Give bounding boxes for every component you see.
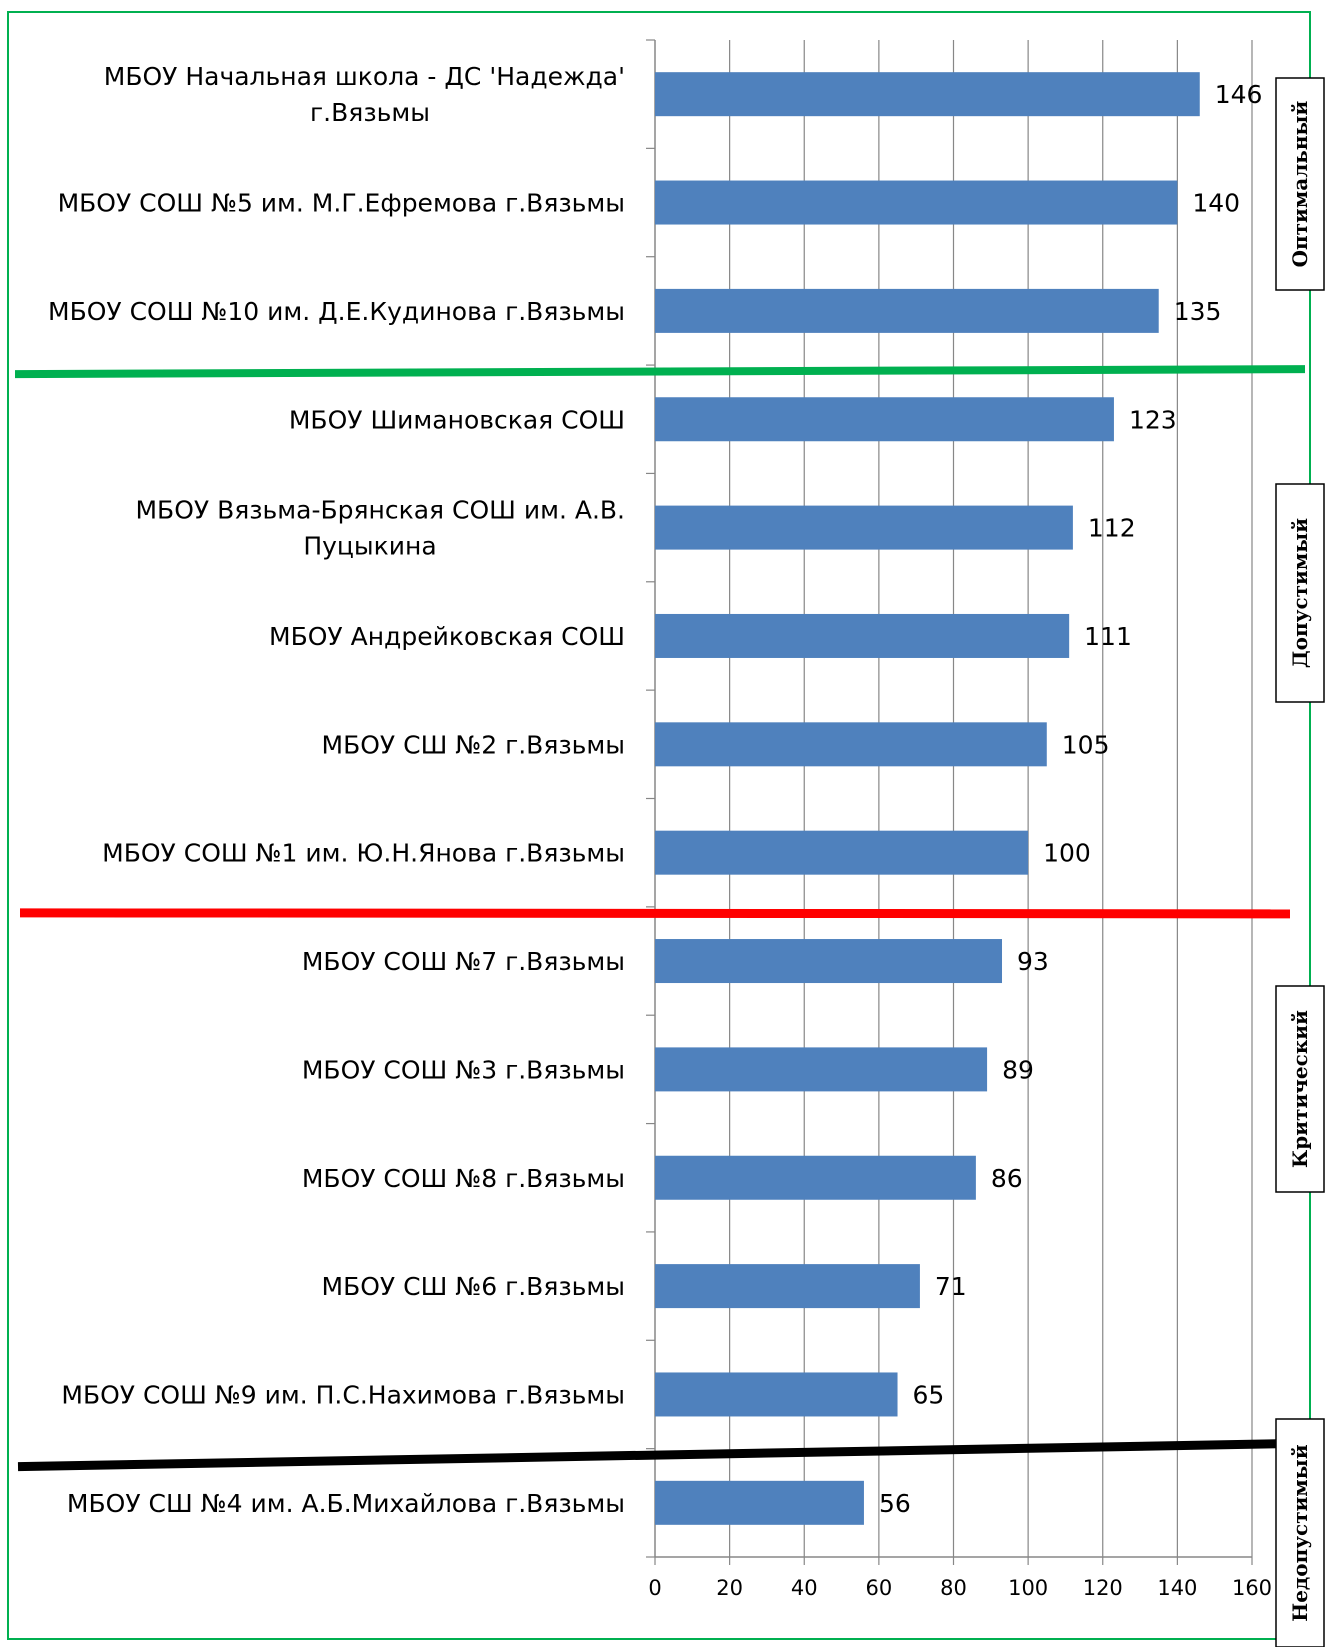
bar xyxy=(655,613,1070,658)
x-tick-label: 0 xyxy=(648,1576,661,1600)
x-tick-label: 40 xyxy=(791,1576,818,1600)
zone-label-box xyxy=(1275,483,1325,703)
data-label: 105 xyxy=(1062,730,1110,759)
bar xyxy=(655,939,1003,984)
category-label: МБОУ СОШ №1 им. Ю.Н.Янова г.Вязьмы xyxy=(102,839,625,868)
data-label: 65 xyxy=(913,1380,945,1409)
bar xyxy=(655,397,1114,442)
zone-label-box xyxy=(1275,985,1325,1193)
x-tick-label: 80 xyxy=(940,1576,967,1600)
data-label: 71 xyxy=(935,1272,967,1301)
category-label-line2: г.Вязьмы xyxy=(310,98,430,127)
data-label: 100 xyxy=(1043,839,1091,868)
zone-separator xyxy=(17,1439,1286,1472)
x-tick-label: 140 xyxy=(1157,1576,1197,1600)
category-label: МБОУ СОШ №8 г.Вязьмы xyxy=(302,1164,625,1193)
zone-separator xyxy=(19,908,1291,919)
category-label: МБОУ Андрейковская СОШ xyxy=(269,622,625,651)
category-label: МБОУ Начальная школа - ДС 'Надежда' xyxy=(104,62,625,91)
data-label: 86 xyxy=(991,1164,1023,1193)
data-label: 56 xyxy=(879,1489,911,1518)
category-label-line2: Пуцыкина xyxy=(303,532,436,561)
bar xyxy=(655,1047,988,1092)
zone-label-box xyxy=(1275,77,1325,291)
category-label: МБОУ СОШ №5 им. М.Г.Ефремова г.Вязьмы xyxy=(58,189,625,218)
zone-label: Оптимальный xyxy=(1288,100,1312,267)
category-label: МБОУ СОШ №9 им. П.С.Нахимова г.Вязьмы xyxy=(61,1380,625,1409)
zone-separator xyxy=(14,365,1306,379)
category-label: МБОУ СШ №4 им. А.Б.Михайлова г.Вязьмы xyxy=(67,1489,625,1518)
bar xyxy=(655,288,1159,333)
data-label: 93 xyxy=(1017,947,1049,976)
data-label: 140 xyxy=(1192,189,1240,218)
data-label: 123 xyxy=(1129,405,1177,434)
data-label: 111 xyxy=(1084,622,1132,651)
zone-label-box xyxy=(1275,1418,1325,1648)
bar xyxy=(655,722,1047,767)
bar xyxy=(655,830,1029,875)
category-label: МБОУ СШ №6 г.Вязьмы xyxy=(322,1272,625,1301)
bar xyxy=(655,180,1178,225)
zone-label: Недопустимый xyxy=(1288,1444,1312,1622)
bar xyxy=(655,1155,976,1200)
x-tick-label: 120 xyxy=(1083,1576,1123,1600)
category-label: МБОУ СОШ №3 г.Вязьмы xyxy=(302,1055,625,1084)
x-tick-label: 60 xyxy=(866,1576,893,1600)
bar xyxy=(655,1264,920,1309)
bar xyxy=(655,1372,898,1417)
x-tick-label: 20 xyxy=(716,1576,743,1600)
data-label: 112 xyxy=(1088,514,1136,543)
data-label: 146 xyxy=(1215,80,1263,109)
category-label: МБОУ СШ №2 г.Вязьмы xyxy=(322,730,625,759)
zone-label: Допустимый xyxy=(1288,518,1312,668)
bar xyxy=(655,1480,864,1525)
category-label: МБОУ Шимановская СОШ xyxy=(289,405,625,434)
x-tick-label: 160 xyxy=(1232,1576,1272,1600)
x-tick-label: 100 xyxy=(1008,1576,1048,1600)
category-label: МБОУ СОШ №7 г.Вязьмы xyxy=(302,947,625,976)
category-label: МБОУ СОШ №10 им. Д.Е.Кудинова г.Вязьмы xyxy=(48,297,625,326)
bar xyxy=(655,505,1073,550)
category-label: МБОУ Вязьма-Брянская СОШ им. А.В. xyxy=(135,496,625,525)
data-label: 135 xyxy=(1174,297,1222,326)
zone-label: Критический xyxy=(1288,1010,1312,1168)
data-label: 89 xyxy=(1002,1055,1034,1084)
chart-frame xyxy=(7,11,1311,1640)
bar xyxy=(655,72,1200,117)
